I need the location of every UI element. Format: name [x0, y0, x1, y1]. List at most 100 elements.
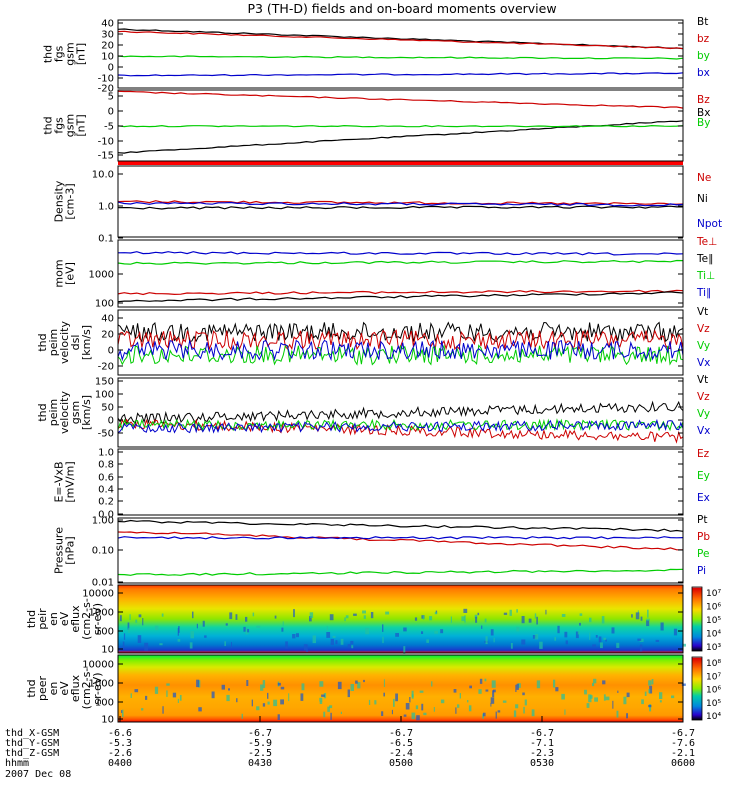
- s1-spectrogram-speck: [247, 629, 250, 633]
- s2-spectrogram-speck: [421, 703, 424, 711]
- s2-spectrogram-speck: [590, 695, 593, 699]
- s1-colorbar-tick-label: 10⁷: [706, 589, 721, 599]
- s2-spectrogram-speck: [280, 686, 285, 690]
- s1-spectrogram-speck: [382, 624, 384, 632]
- p4-series-3: [117, 251, 684, 256]
- s2-spectrogram-band: [118, 655, 683, 722]
- p1-ylabel-line: fgs: [53, 45, 66, 62]
- footer-row-label: thd_Z-GSM: [5, 748, 59, 759]
- s1-spectrogram-speck: [516, 626, 520, 632]
- s1-spectrogram-speck: [144, 642, 149, 651]
- p2-ylabel-line: gsm: [64, 114, 77, 137]
- p6-ylabel-line: peim: [47, 399, 60, 427]
- p7-ytick-label: 0.0: [98, 510, 114, 521]
- p8-series-0: [117, 519, 684, 532]
- s2-spectrogram-speck: [329, 705, 333, 709]
- footer-value: -6.7: [389, 728, 413, 739]
- p4-ytick-label: 100: [95, 299, 114, 310]
- s1-spectrogram-speck: [127, 622, 130, 630]
- s2-spectrogram-speck: [453, 689, 457, 693]
- s1-spectrogram-speck: [282, 621, 284, 627]
- s1-spectrogram-speck: [561, 614, 566, 617]
- s2-spectrogram-speck: [381, 711, 384, 716]
- s1-ylabel-line: eflux: [69, 605, 82, 633]
- s2-spectrogram-speck: [484, 678, 487, 682]
- s1-spectrogram-speck: [137, 635, 142, 643]
- s1-colorbar-tick-label: 10⁵: [706, 616, 721, 626]
- p1-ytick-label: 0: [108, 63, 114, 74]
- s1-spectrogram-speck: [225, 623, 228, 626]
- s2-spectrogram-speck: [455, 707, 457, 714]
- s1-spectrogram-speck: [421, 631, 424, 634]
- s2-spectrogram-speck: [347, 689, 350, 698]
- s1-ytick-label: 1000: [89, 608, 114, 619]
- p1-series-3: [117, 72, 684, 77]
- s2-spectrogram-speck: [145, 695, 148, 700]
- s2-spectrogram-speck: [395, 693, 398, 702]
- s1-spectrogram-speck: [202, 620, 205, 627]
- p1-ylabel-line: thd: [42, 45, 55, 63]
- s2-spectrogram-speck: [648, 680, 652, 686]
- p3-ytick-label: 10.0: [92, 170, 114, 181]
- s2-spectrogram-speck: [641, 699, 644, 705]
- p4-ylabel-line: [eV]: [64, 262, 77, 285]
- p6-series-0: [117, 400, 684, 425]
- s1-colorbar: [691, 586, 703, 652]
- footer-value: 0400: [108, 758, 132, 769]
- s2-spectrogram-speck: [162, 706, 164, 714]
- s1-spectrogram-speck: [326, 626, 328, 631]
- separator-bar: [118, 161, 683, 165]
- s1-spectrogram-speck: [370, 612, 374, 619]
- footer-value: -2.4: [389, 748, 413, 759]
- s1-spectrogram-speck: [335, 640, 338, 645]
- s2-spectrogram-speck: [236, 698, 238, 703]
- s2-spectrogram-speck: [485, 689, 489, 692]
- s1-spectrogram-speck: [122, 641, 125, 649]
- s1-spectrogram-speck: [403, 627, 407, 632]
- s1-spectrogram-speck: [616, 642, 620, 648]
- s2-ylabel-line: peer: [36, 676, 49, 702]
- p2-series-0: [117, 90, 684, 109]
- s1-spectrogram-speck: [600, 642, 603, 649]
- s2-ylabel-line: (cm2-s-: [80, 668, 93, 710]
- s1-spectrogram-speck: [475, 616, 478, 623]
- s2-spectrogram-speck: [256, 706, 260, 711]
- s1-spectrogram-speck: [434, 612, 438, 615]
- s2-spectrogram-speck: [594, 697, 598, 702]
- p6-ytick-label: 50: [101, 403, 114, 414]
- s1-ytick-label: 10000: [82, 589, 114, 600]
- footer-value: -7.6: [671, 738, 695, 749]
- s2-ylabel-line: sr-eV): [91, 672, 104, 704]
- s1-spectrogram-speck: [142, 618, 144, 626]
- p7-ytick-label: 0.2: [98, 497, 114, 508]
- s2-spectrogram-speck: [368, 699, 371, 705]
- p2-ylabel-line: [nT]: [75, 114, 88, 136]
- p4-series-2: [117, 259, 684, 265]
- s2-spectrogram-speck: [327, 706, 330, 712]
- footer-ephemeris: thd_X-GSM -6.6 -6.7 -6.7 -6.7 -6.7 thd_Y-GSM -5…: [5, 728, 695, 780]
- s1-spectrogram-speck: [231, 642, 232, 649]
- p1-ytick-label: 20: [101, 41, 114, 52]
- s2-spectrogram-speck: [497, 710, 501, 713]
- p7-ytick-label: 1.0: [98, 448, 114, 459]
- p7-ytick-label: 0.8: [98, 460, 114, 471]
- p1-ytick-label: -20: [98, 84, 114, 95]
- p8-ytick-label: 0.10: [92, 546, 114, 557]
- s2-spectrogram-speck: [251, 699, 253, 707]
- figure-title: P3 (TH-D) fields and on-board moments ov…: [247, 1, 556, 16]
- s2-ytick-label: 1000: [89, 679, 114, 690]
- s1-ytick-label: 10: [101, 645, 114, 656]
- s1-spectrogram-speck: [579, 622, 581, 626]
- s1-ylabel-line: thd: [25, 610, 38, 628]
- s1-spectrogram-speck: [463, 608, 468, 613]
- s1-spectrogram-speck: [521, 616, 525, 624]
- p3-ylabel-line: [cm-3]: [64, 183, 77, 219]
- s1-spectrogram-speck: [595, 635, 598, 638]
- p2-ylabel-line: thd: [42, 116, 55, 134]
- s2-spectrogram-speck: [623, 696, 627, 705]
- s2-spectrogram-speck: [616, 710, 619, 718]
- s2-spectrogram-speck: [502, 700, 507, 703]
- s2-spectrogram-speck: [649, 685, 653, 694]
- s2-spectrogram-speck: [588, 694, 592, 703]
- s1-spectrogram-speck: [159, 643, 163, 646]
